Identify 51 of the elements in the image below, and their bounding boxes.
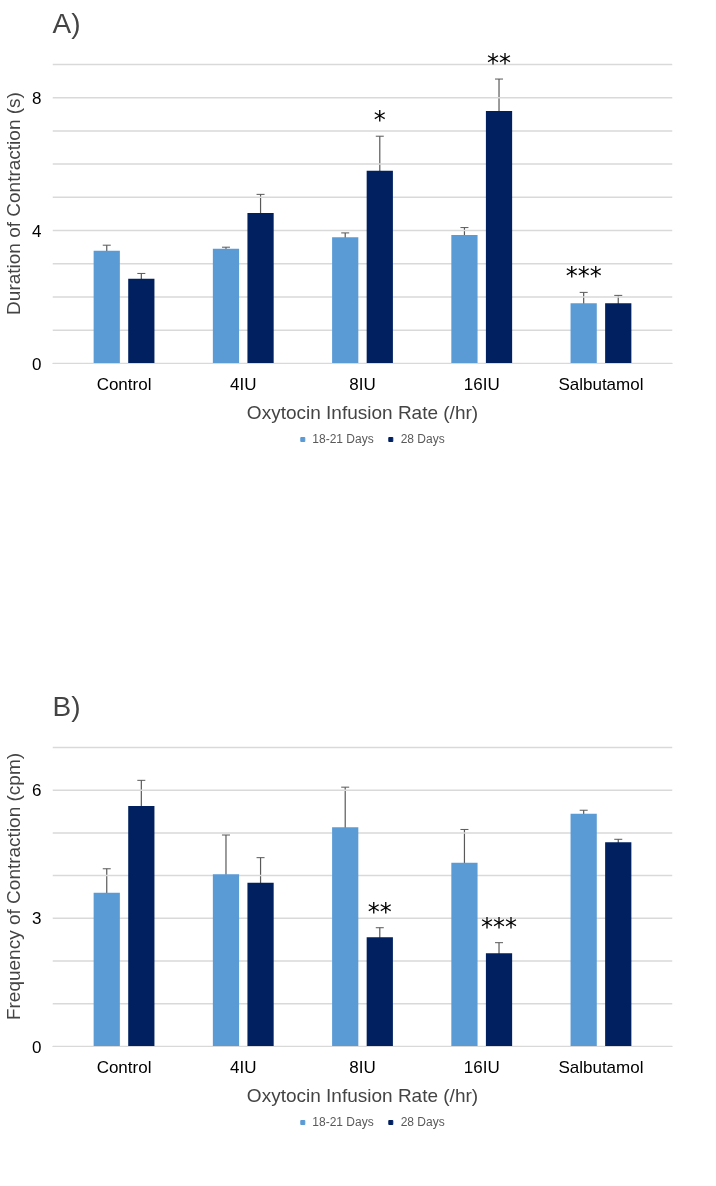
legend-label: 18-21 Days [312,432,374,446]
y-axis-title: Duration of Contraction (s) [3,92,25,315]
bar [128,278,155,364]
y-tick-label: 8 [32,88,42,108]
bar [451,234,478,364]
bar [605,303,632,364]
bar [212,874,240,1047]
x-tick-label: 16IU [463,374,500,394]
y-tick-label: 0 [32,354,42,374]
chart-title: B) [52,690,81,722]
x-tick-label: 8IU [349,1057,376,1077]
bar [332,827,359,1047]
bar [570,813,597,1047]
bar [247,212,274,364]
annotation: * [373,106,386,135]
x-tick-label: 4IU [230,374,257,394]
bar [451,862,478,1047]
bar [332,237,359,364]
y-tick-label: 0 [32,1037,42,1057]
legend-label: 28 Days [400,432,445,446]
x-tick-label: Control [96,1057,152,1077]
bar [93,250,120,364]
bar [366,937,393,1047]
y-tick-label: 6 [32,781,42,801]
annotation: ** [487,49,512,78]
x-tick-label: Control [96,374,152,394]
annotation: ** [367,897,392,926]
x-axis-title: Oxytocin Infusion Rate (/hr) [246,401,479,423]
bar [605,842,632,1047]
legend-label: 18-21 Days [312,1115,374,1129]
bar [485,953,513,1047]
x-tick-label: 4IU [230,1057,257,1077]
bar [485,110,513,364]
bar [366,170,393,364]
x-axis-title: Oxytocin Infusion Rate (/hr) [246,1084,479,1106]
y-tick-label: 4 [32,221,42,241]
y-axis-title: Frequency of Contraction (cpm) [3,752,25,1021]
legend-label: 28 Days [400,1115,445,1129]
bar [247,882,274,1047]
y-tick-label: 3 [32,909,42,929]
x-tick-label: Salbutamol [558,374,644,394]
bar [93,892,120,1047]
bar [212,248,240,364]
x-tick-label: 8IU [349,374,376,394]
x-tick-label: Salbutamol [558,1057,644,1077]
bar [570,303,597,364]
chart-title: A) [52,7,81,39]
x-tick-label: 16IU [463,1057,500,1077]
bar [128,805,155,1047]
annotation: *** [481,912,518,941]
annotation: *** [565,262,602,291]
